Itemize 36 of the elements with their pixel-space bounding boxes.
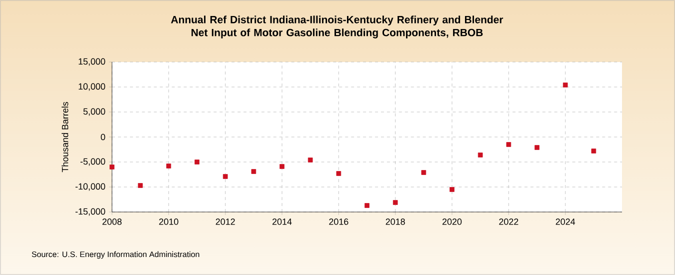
point <box>166 164 172 168</box>
point <box>591 148 596 154</box>
x-tick-label: 2014 <box>272 218 292 225</box>
point <box>251 169 256 174</box>
point <box>506 142 512 147</box>
point <box>336 171 342 176</box>
x-tick-label: 2018 <box>386 218 405 225</box>
point <box>280 164 284 169</box>
x-tick-label: 2022 <box>499 218 518 225</box>
point <box>138 183 143 188</box>
point <box>110 164 114 170</box>
point <box>392 200 398 205</box>
x-tick-label: 2016 <box>329 218 348 225</box>
point <box>308 158 313 162</box>
point <box>534 145 540 150</box>
x-tick-label: 2010 <box>159 218 178 225</box>
y-tick-label: 10,000 <box>78 83 106 91</box>
y-axis-title: Thousand Barrels <box>62 102 68 172</box>
y-tick-label: -5,000 <box>80 158 106 166</box>
y-tick-label: 15,000 <box>78 58 106 66</box>
point <box>194 160 200 164</box>
y-tick-label: 5,000 <box>83 108 106 116</box>
point <box>421 170 426 175</box>
point <box>364 203 370 208</box>
point <box>450 187 454 192</box>
point <box>478 152 483 158</box>
y-tick-label: -10,000 <box>75 183 106 191</box>
y-tick-label: 0 <box>100 134 106 140</box>
point <box>562 82 568 88</box>
point <box>222 174 228 179</box>
y-tick-label: -15,000 <box>75 208 106 216</box>
x-tick-label: 2008 <box>102 218 122 225</box>
x-tick-label: 2012 <box>216 218 235 225</box>
x-tick-label: 2024 <box>556 218 576 225</box>
x-tick-label: 2020 <box>442 218 462 225</box>
chart-title: Annual Ref District Indiana-Illinois-Kentucky Refinery and Blender Net Input of Motor Gasoline Blending Components, RBOB <box>171 16 504 38</box>
